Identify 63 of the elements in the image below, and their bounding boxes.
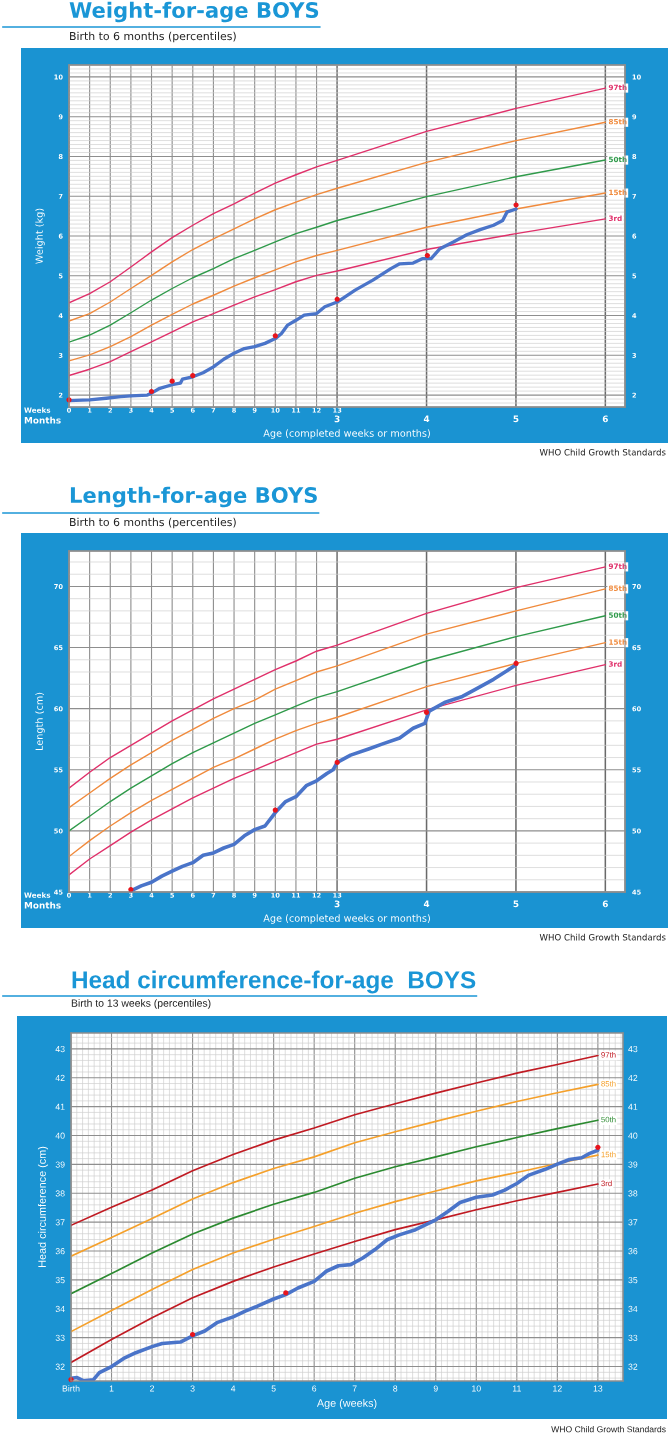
x-tick-label: 9	[433, 1385, 438, 1392]
y-tick-label: 35	[55, 1276, 65, 1284]
y2-tick-label: 42	[628, 1074, 638, 1081]
y2-tick-label: 43	[628, 1045, 638, 1053]
y-tick-label: 34	[55, 1305, 65, 1313]
y2-tick-label: 39	[628, 1161, 638, 1168]
x-tick-label: 2	[150, 1385, 155, 1392]
x-tick-label: 10	[472, 1385, 481, 1392]
x-tick-label: 5	[271, 1385, 276, 1392]
y2-tick-label: 35	[628, 1276, 638, 1284]
text: WHO Child Growth Standards	[539, 448, 666, 456]
x2-tick-label: 5	[513, 900, 519, 908]
y2-tick-label: 32	[628, 1363, 638, 1370]
x-tick-label: Birth	[62, 1385, 80, 1392]
y2-tick-label: 33	[628, 1334, 638, 1341]
y-tick-label: 41	[55, 1103, 65, 1110]
y2-tick-label: 40	[628, 1132, 638, 1139]
y-tick-label: 39	[55, 1161, 65, 1168]
y2-tick-label: 34	[628, 1305, 638, 1313]
x-tick-label: 6	[312, 1385, 317, 1392]
x-tick-label: 3	[190, 1385, 195, 1392]
chart-title: Weight-for-age BOYS	[69, 1, 319, 23]
x-tick-label: 1	[109, 1385, 114, 1392]
x2-tick-label: 3	[334, 415, 340, 423]
x2-tick-label: 4	[423, 900, 430, 908]
y-tick-label: 38	[55, 1190, 65, 1197]
y-axis-title: Head circumference (cm)	[37, 1146, 49, 1267]
x2-tick-label: 6	[602, 415, 608, 423]
y-tick-label: 43	[55, 1045, 65, 1053]
x2-tick-label: 3	[334, 900, 340, 908]
y-tick-label: 32	[55, 1363, 65, 1370]
y-tick-label: 33	[55, 1334, 65, 1341]
text: WHO Child Growth Standards	[551, 1425, 666, 1433]
y-tick-label: 36	[55, 1248, 65, 1255]
text: Months	[24, 416, 61, 424]
y-tick-label: 42	[55, 1074, 65, 1081]
y-tick-label: 40	[55, 1132, 65, 1139]
chart-title: Length-for-age BOYS	[70, 486, 317, 508]
y2-tick-label: 41	[628, 1103, 638, 1110]
y2-tick-label: 36	[628, 1248, 638, 1255]
x-axis-title: Age (completed weeks or months)	[263, 429, 430, 439]
y-axis-title: Length (cm)	[35, 692, 45, 751]
chart-subtitle: Birth to 6 months (percentiles)	[70, 517, 236, 529]
y2-tick-label: 37	[628, 1219, 638, 1226]
x-axis-title: Age (weeks)	[316, 1398, 377, 1410]
chart-subtitle: Birth to 6 months (percentiles)	[70, 31, 236, 43]
x-tick-label: 7	[352, 1385, 357, 1392]
x-tick-label: 13	[593, 1385, 603, 1392]
x2-tick-label: 5	[513, 415, 519, 423]
y2-tick-label: 38	[628, 1190, 638, 1197]
x-axis-title: Age (completed weeks or months)	[263, 914, 430, 924]
x-tick-label: 8	[393, 1385, 398, 1392]
x2-tick-label: 6	[602, 900, 608, 908]
text: WHO Child Growth Standards	[539, 933, 666, 941]
y-tick-label: 37	[55, 1219, 65, 1226]
x-tick-label: 4	[230, 1385, 236, 1392]
chart-subtitle: Birth to 13 weeks (percentiles)	[71, 999, 211, 1009]
text: Months	[24, 901, 61, 909]
x-tick-label: 12	[553, 1385, 562, 1392]
y-axis-title: Weight (kg)	[35, 208, 45, 264]
chart-title: Head circumference-for-age BOYS	[72, 970, 476, 994]
x2-tick-label: 4	[423, 415, 430, 423]
x-tick-label: 11	[512, 1385, 521, 1392]
